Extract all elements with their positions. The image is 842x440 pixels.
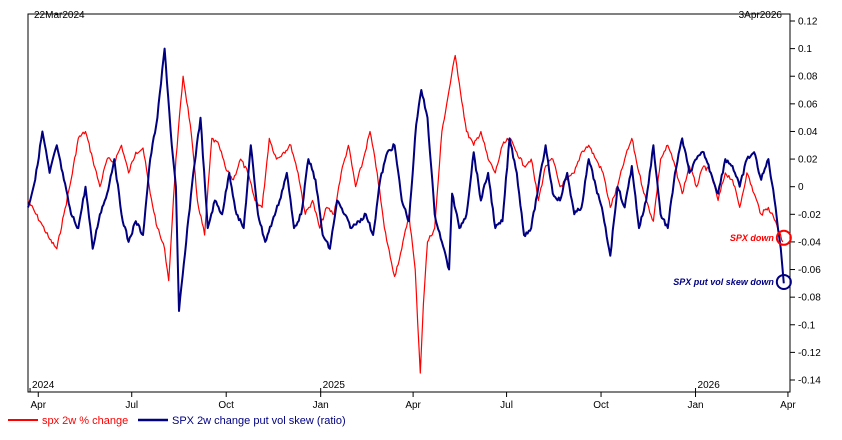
y-tick-label: 0.1	[798, 44, 812, 55]
x-tick-label: Jul	[500, 400, 513, 411]
legend-item-skew: SPX 2w change put vol skew (ratio)	[138, 415, 346, 427]
x-tick-label: Jan	[687, 400, 703, 411]
y-tick-label: -0.06	[798, 265, 821, 276]
x-tick-label: Jul	[125, 400, 138, 411]
y-axis: 0.12 0.1 0.08 0.06 0.04 0.02 0 -0.02 -0.04 -0.06 -…	[790, 17, 821, 387]
start-date-label: 22Mar2024	[34, 10, 85, 21]
annotation-label-spx: SPX down	[730, 233, 775, 243]
y-tick-label: -0.08	[798, 293, 821, 304]
series-layer	[27, 47, 785, 374]
y-tick-label: -0.02	[798, 210, 821, 221]
x-tick-label: Oct	[593, 400, 609, 411]
annotation-label-skew: SPX put vol skew down	[673, 277, 774, 287]
legend-label-spx: spx 2w % change	[42, 415, 128, 427]
plot-frame	[27, 13, 791, 393]
x-tick-label: Oct	[218, 400, 234, 411]
year-label: 2025	[323, 380, 346, 391]
year-label: 2024	[32, 380, 55, 391]
y-tick-label: 0.06	[798, 99, 818, 110]
y-tick-label: 0.08	[798, 72, 818, 83]
legend: spx 2w % change SPX 2w change put vol sk…	[8, 415, 346, 427]
x-axis: Apr Jul Oct Jan Apr Jul Oct Jan Apr 2024 2025 2026	[29, 380, 796, 411]
y-tick-label: -0.1	[798, 320, 816, 331]
legend-item-spx: spx 2w % change	[8, 415, 128, 427]
y-tick-label: -0.12	[798, 348, 821, 359]
annotation-circle-skew	[775, 273, 792, 290]
annotation-layer: SPX down SPX put vol skew down	[673, 229, 792, 290]
x-tick-label: Apr	[780, 400, 796, 411]
y-tick-label: 0.12	[798, 17, 818, 28]
legend-label-skew: SPX 2w change put vol skew (ratio)	[172, 415, 346, 427]
y-tick-label: 0.04	[798, 127, 818, 138]
annotation-circle-spx	[775, 229, 792, 246]
x-tick-label: Jan	[313, 400, 329, 411]
y-tick-label: 0.02	[798, 155, 818, 166]
x-tick-label: Apr	[405, 400, 421, 411]
date-range-end: 3Apr2026	[640, 10, 782, 21]
date-range-start: 22Mar2024	[28, 10, 270, 21]
end-date-label: 3Apr2026	[739, 10, 783, 21]
year-label: 2026	[698, 380, 721, 391]
series-line-skew	[27, 47, 785, 312]
y-tick-label: -0.04	[798, 237, 821, 248]
y-tick-label: 0	[798, 182, 804, 193]
x-tick-label: Apr	[30, 400, 46, 411]
y-tick-label: -0.14	[798, 376, 821, 387]
